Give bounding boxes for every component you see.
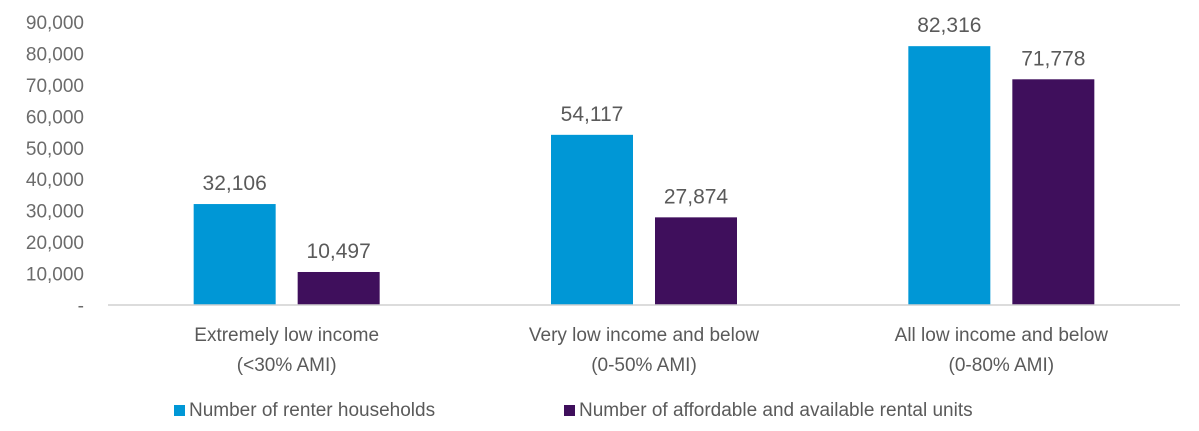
y-tick-label: 30,000 [26, 202, 84, 223]
legend: Number of renter households Number of aff… [174, 400, 973, 421]
y-tick-label: 90,000 [26, 13, 84, 34]
legend-swatch [174, 405, 185, 416]
y-tick-label: - [78, 296, 84, 317]
y-tick-label: 60,000 [26, 107, 84, 128]
bar-renter-households [908, 46, 991, 305]
y-tick-label: 10,000 [26, 265, 84, 286]
data-label: 10,497 [307, 240, 371, 263]
category-label: Very low income and below [529, 325, 760, 346]
data-labels-group: 32,106 10,497 54,117 27,874 82,316 71,778 [203, 14, 1086, 263]
category-label: (0-50% AMI) [591, 355, 697, 376]
bars-group [193, 46, 1095, 305]
bar-affordable-units [1012, 79, 1095, 305]
y-tick-label: 80,000 [26, 44, 84, 65]
category-label: (<30% AMI) [237, 355, 337, 376]
data-label: 27,874 [664, 185, 729, 208]
legend-swatch [564, 405, 575, 416]
category-label: (0-80% AMI) [949, 355, 1055, 376]
y-tick-label: 50,000 [26, 139, 84, 160]
category-label: Extremely low income [194, 325, 379, 346]
data-label: 82,316 [917, 14, 981, 37]
y-axis: - 10,000 20,000 30,000 40,000 50,000 60,000 70,… [26, 13, 84, 317]
y-tick-label: 70,000 [26, 76, 84, 97]
category-label: All low income and below [895, 325, 1109, 346]
data-label: 54,117 [561, 103, 624, 126]
category-labels: Extremely low income (<30% AMI) Very low i… [194, 325, 1108, 376]
data-label: 71,778 [1021, 47, 1085, 70]
data-label: 32,106 [203, 172, 267, 195]
bar-affordable-units [655, 217, 737, 305]
y-tick-label: 40,000 [26, 170, 84, 191]
legend-label: Number of renter households [189, 400, 435, 421]
legend-label: Number of affordable and available renta… [579, 400, 973, 421]
bar-affordable-units [297, 271, 380, 305]
bar-renter-households [193, 204, 276, 305]
y-tick-label: 20,000 [26, 233, 84, 254]
bar-renter-households [551, 134, 633, 305]
